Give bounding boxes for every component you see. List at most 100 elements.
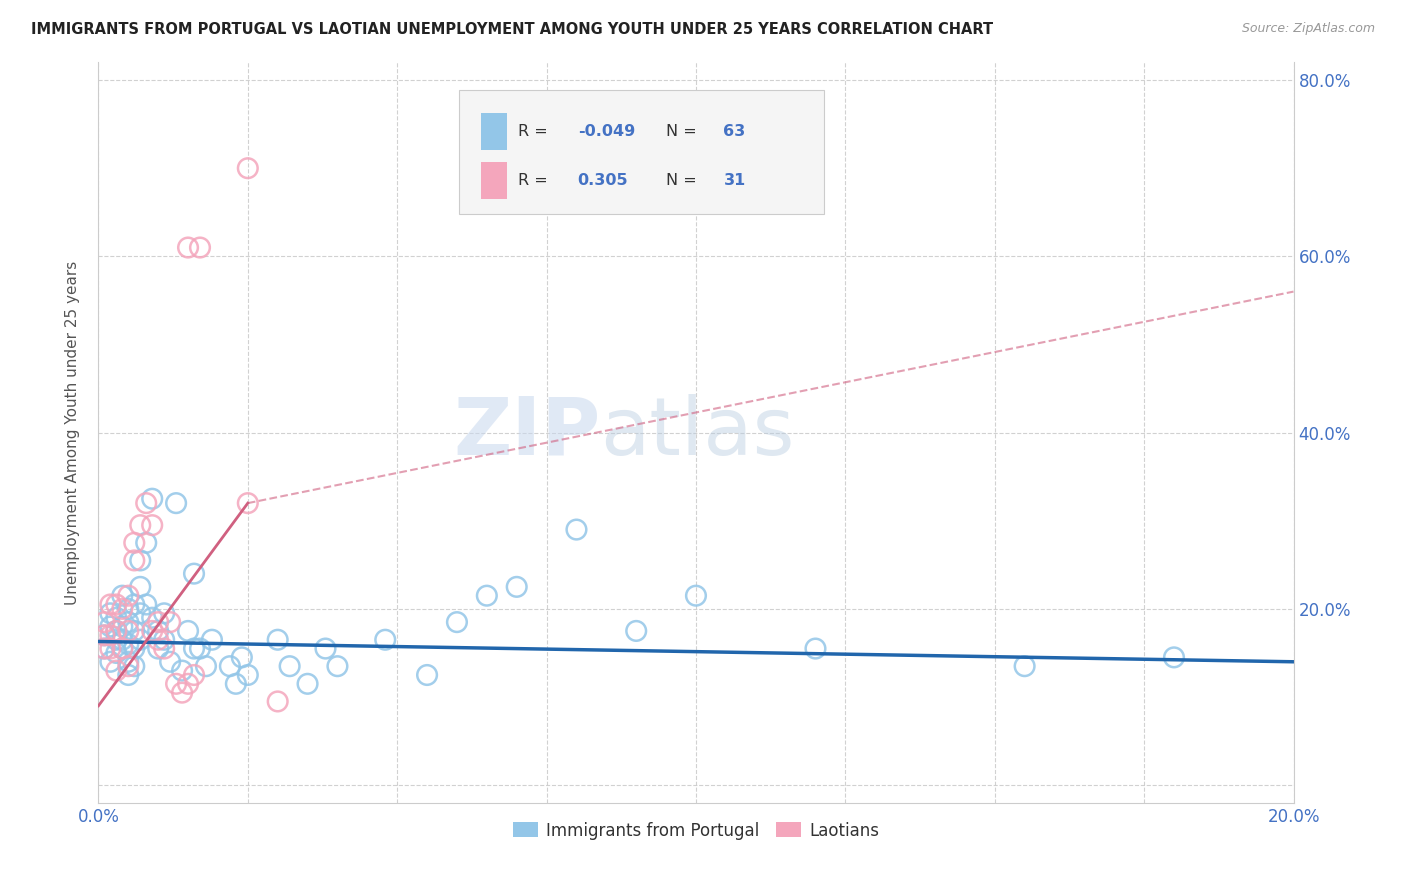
Point xyxy=(111,641,134,656)
Point xyxy=(124,659,146,673)
Point xyxy=(236,496,259,510)
Point xyxy=(124,536,146,550)
Point xyxy=(117,668,139,682)
Point xyxy=(98,655,122,669)
Point xyxy=(129,553,152,567)
Point xyxy=(148,641,170,656)
Point xyxy=(124,624,146,638)
FancyBboxPatch shape xyxy=(460,90,824,214)
Point xyxy=(135,598,157,612)
Point xyxy=(124,598,146,612)
Point xyxy=(177,240,200,255)
Point xyxy=(93,628,115,642)
Point xyxy=(141,518,163,533)
Point xyxy=(129,607,152,621)
Point xyxy=(141,610,163,624)
Point xyxy=(117,624,139,638)
Point xyxy=(172,664,194,678)
Point xyxy=(93,641,115,656)
Point xyxy=(278,659,301,673)
Text: -0.049: -0.049 xyxy=(578,124,636,139)
Bar xyxy=(481,162,508,200)
Point xyxy=(117,655,139,669)
Point xyxy=(141,624,163,638)
Point xyxy=(117,615,139,629)
Point xyxy=(267,694,290,708)
Point xyxy=(165,496,187,510)
Point xyxy=(153,632,176,647)
Point xyxy=(105,664,128,678)
Point xyxy=(111,619,134,633)
Point xyxy=(685,589,707,603)
Point xyxy=(98,598,122,612)
Point xyxy=(111,632,134,647)
Point xyxy=(183,641,205,656)
Text: Source: ZipAtlas.com: Source: ZipAtlas.com xyxy=(1241,22,1375,36)
Text: R =: R = xyxy=(517,173,553,188)
Point xyxy=(315,641,337,656)
Point xyxy=(1163,650,1185,665)
Point xyxy=(177,624,200,638)
Point xyxy=(98,619,122,633)
Point xyxy=(98,607,122,621)
Point xyxy=(297,677,319,691)
Point xyxy=(93,615,115,629)
Point xyxy=(111,602,134,616)
Point xyxy=(148,624,170,638)
Point xyxy=(148,615,170,629)
Point xyxy=(105,610,128,624)
Point xyxy=(153,641,176,656)
Point xyxy=(506,580,529,594)
Point xyxy=(165,677,187,691)
Point xyxy=(172,685,194,699)
Text: R =: R = xyxy=(517,124,553,139)
Point xyxy=(267,632,290,647)
Point xyxy=(117,659,139,673)
Point xyxy=(159,655,181,669)
Point xyxy=(183,668,205,682)
Point xyxy=(177,677,200,691)
Point xyxy=(129,518,152,533)
Point xyxy=(1014,659,1036,673)
Point xyxy=(153,607,176,621)
Point xyxy=(117,589,139,603)
Point xyxy=(135,496,157,510)
Legend: Immigrants from Portugal, Laotians: Immigrants from Portugal, Laotians xyxy=(506,815,886,847)
Point xyxy=(129,580,152,594)
Point xyxy=(105,646,128,660)
Point xyxy=(326,659,349,673)
Text: 31: 31 xyxy=(724,173,745,188)
Point xyxy=(231,650,253,665)
Point xyxy=(188,240,211,255)
Text: N =: N = xyxy=(666,173,702,188)
Bar xyxy=(481,112,508,150)
Point xyxy=(446,615,468,629)
Text: IMMIGRANTS FROM PORTUGAL VS LAOTIAN UNEMPLOYMENT AMONG YOUTH UNDER 25 YEARS CORR: IMMIGRANTS FROM PORTUGAL VS LAOTIAN UNEM… xyxy=(31,22,993,37)
Point xyxy=(98,641,122,656)
Point xyxy=(225,677,247,691)
Point xyxy=(135,536,157,550)
Point xyxy=(111,641,134,656)
Point xyxy=(141,491,163,506)
Point xyxy=(219,659,242,673)
Point xyxy=(159,615,181,629)
Point xyxy=(148,632,170,647)
Point xyxy=(93,641,115,656)
Point xyxy=(804,641,827,656)
Point xyxy=(124,553,146,567)
Point xyxy=(188,641,211,656)
Point xyxy=(93,628,115,642)
Point xyxy=(236,161,259,176)
Point xyxy=(374,632,396,647)
Point xyxy=(201,632,224,647)
Point xyxy=(117,637,139,651)
Point xyxy=(475,589,498,603)
Point xyxy=(98,628,122,642)
Point xyxy=(416,668,439,682)
Point xyxy=(105,632,128,647)
Text: ZIP: ZIP xyxy=(453,393,600,472)
Point xyxy=(124,641,146,656)
Y-axis label: Unemployment Among Youth under 25 years: Unemployment Among Youth under 25 years xyxy=(65,260,80,605)
Point xyxy=(129,632,152,647)
Point xyxy=(105,624,128,638)
